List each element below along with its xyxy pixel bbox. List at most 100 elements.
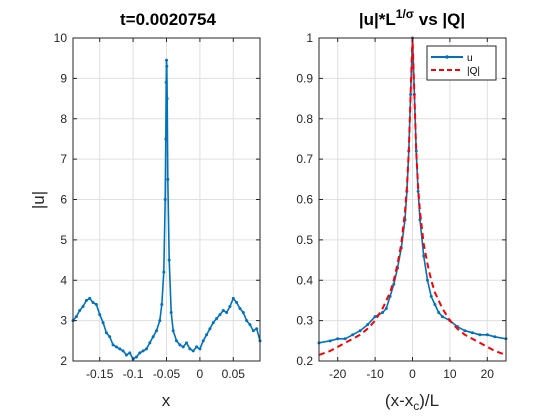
data-point [104, 331, 108, 335]
data-point [91, 300, 95, 304]
data-point [437, 311, 441, 315]
data-point [141, 349, 145, 353]
right-chart-title-base: |u|*L [359, 10, 396, 29]
data-point [231, 296, 235, 300]
data-point [336, 337, 340, 341]
y-tick-label: 5 [60, 233, 67, 247]
right-chart-xlabel-pre: (x-x [385, 391, 414, 410]
data-point [478, 333, 482, 337]
x-tick-label: -0.05 [153, 367, 181, 381]
right-chart-xlabel-post: )/L [419, 391, 439, 410]
data-point [328, 339, 332, 343]
data-point [215, 317, 219, 321]
right-chart-title-rest: vs |Q| [414, 10, 465, 29]
data-point [470, 331, 474, 335]
data-point [440, 315, 444, 319]
data-point [241, 311, 245, 315]
legend-box [426, 45, 497, 81]
x-tick-label: 10 [443, 367, 457, 381]
data-point [188, 347, 192, 351]
data-point [343, 337, 347, 341]
right-chart-title-sup: 1/σ [396, 7, 414, 21]
y-tick-label: 1 [306, 31, 313, 45]
legend-marker [445, 55, 449, 59]
data-point [416, 189, 420, 193]
data-point [485, 333, 489, 337]
y-tick-label: 3 [60, 314, 67, 328]
data-point [422, 254, 426, 258]
data-point [235, 300, 239, 304]
x-tick-label: 0 [409, 367, 416, 381]
data-point [138, 351, 142, 355]
data-point [433, 302, 437, 306]
y-tick-label: 9 [60, 71, 67, 85]
data-point [84, 298, 88, 302]
data-point [101, 321, 105, 325]
y-tick-label: 6 [60, 193, 67, 207]
data-point [151, 335, 155, 339]
data-point [169, 311, 173, 315]
data-point [493, 335, 497, 339]
data-point [251, 329, 255, 333]
data-point [228, 304, 232, 308]
data-point [425, 278, 429, 282]
right-chart-title: |u|*L1/σ vs |Q| [359, 7, 465, 29]
data-point [185, 341, 189, 345]
data-point [167, 258, 171, 262]
y-tick-label: 0.3 [296, 314, 313, 328]
data-point [205, 333, 209, 337]
data-point [255, 327, 259, 331]
data-point [81, 304, 85, 308]
y-tick-label: 0.8 [296, 112, 313, 126]
data-point [181, 345, 185, 349]
y-tick-label: 0.5 [296, 233, 313, 247]
data-point [88, 296, 92, 300]
right-chart-xlabel-sub: c [413, 399, 419, 413]
y-tick-label: 4 [60, 273, 67, 287]
data-point [114, 345, 118, 349]
data-point [245, 319, 249, 323]
data-point [78, 309, 82, 313]
data-point [175, 339, 179, 343]
right-chart-xlabel: (x-xc)/L [385, 391, 439, 413]
data-point [94, 302, 98, 306]
y-tick-label: 0.6 [296, 193, 313, 207]
data-point [198, 347, 202, 351]
data-point [409, 93, 413, 97]
data-point [201, 339, 205, 343]
data-point [111, 343, 115, 347]
data-point [366, 323, 370, 327]
data-point [392, 282, 396, 286]
data-point [191, 349, 195, 353]
data-point [429, 294, 433, 298]
data-point [178, 343, 182, 347]
data-point [384, 307, 388, 311]
data-point [248, 323, 252, 327]
data-point [381, 311, 385, 315]
y-tick-label: 10 [54, 31, 68, 45]
data-point [225, 311, 229, 315]
y-tick-label: 8 [60, 112, 67, 126]
y-tick-label: 7 [60, 152, 67, 166]
data-point [124, 353, 128, 357]
data-point [171, 329, 175, 333]
x-tick-label: 0 [197, 367, 204, 381]
y-tick-label: 0.2 [296, 354, 313, 368]
data-point [195, 345, 199, 349]
right-chart: |u|*L1/σ vs |Q| (x-xc)/L -20 -10 0 10 20 0.2 0… [296, 7, 508, 413]
legend: u |Q| [426, 45, 497, 81]
data-point [164, 80, 168, 84]
data-point [165, 58, 168, 62]
data-point [164, 137, 168, 141]
data-point [160, 302, 164, 306]
data-point [165, 64, 169, 68]
data-point [351, 333, 355, 337]
legend-label-0: u [467, 53, 473, 64]
data-point [118, 347, 122, 351]
data-point [98, 313, 102, 317]
data-point [121, 349, 125, 353]
data-point [162, 270, 166, 274]
data-point [221, 309, 225, 313]
y-tick-label: 0.7 [296, 152, 313, 166]
